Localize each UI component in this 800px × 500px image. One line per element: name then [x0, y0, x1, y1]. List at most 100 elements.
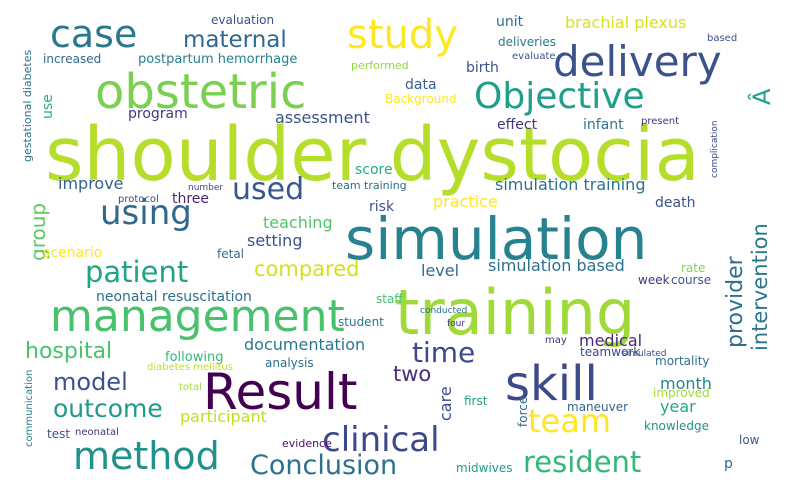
- word-maternal: maternal: [183, 27, 287, 53]
- word-delivery: delivery: [553, 37, 722, 86]
- word-shoulder-dystocia: shoulder dystocia: [45, 112, 700, 198]
- word-conclusion: Conclusion: [250, 450, 398, 481]
- word-using: using: [100, 193, 192, 233]
- word-maneuver: maneuver: [567, 400, 629, 414]
- word-resident: resident: [523, 445, 642, 479]
- word-may: may: [545, 335, 567, 346]
- word-three: three: [172, 191, 210, 207]
- word-four: four: [447, 319, 466, 329]
- word-case: case: [50, 12, 138, 56]
- word-test: test: [47, 427, 71, 441]
- word-unit: unit: [496, 14, 524, 30]
- word-management: management: [50, 291, 345, 342]
- word-based: based: [707, 33, 738, 44]
- word-neonatal-resuscitation: neonatal resuscitation: [96, 289, 252, 305]
- word-knowledge: knowledge: [644, 419, 710, 433]
- word-used: used: [232, 172, 305, 207]
- word-complication: complication: [710, 120, 720, 178]
- word-result: Result: [203, 363, 358, 421]
- word-brachial-plexus: brachial plexus: [565, 13, 687, 32]
- word-score: score: [355, 162, 393, 178]
- word-low: low: [739, 433, 760, 447]
- word-scenario: scenario: [43, 245, 103, 261]
- word-clinical: clinical: [322, 420, 440, 460]
- word-increased: increased: [43, 52, 102, 66]
- word-model: model: [53, 368, 128, 396]
- word-care: care: [436, 386, 455, 421]
- word-analysis: analysis: [265, 356, 314, 370]
- word-training: training: [395, 276, 636, 349]
- word-simulation-training: simulation training: [495, 175, 646, 194]
- word-teaching: teaching: [263, 213, 333, 232]
- word-evaluation: evaluation: [211, 13, 275, 27]
- word-patient: patient: [85, 255, 189, 289]
- word-fetal: fetal: [217, 247, 244, 261]
- word-following: following: [165, 350, 224, 365]
- word-present: present: [641, 116, 680, 127]
- word-documentation: documentation: [244, 335, 366, 354]
- word-level: level: [421, 261, 460, 280]
- word-midwives: midwives: [456, 461, 513, 475]
- word-method: method: [73, 434, 220, 478]
- word-infant: infant: [583, 117, 624, 133]
- word-protocol: protocol: [118, 194, 159, 205]
- word-student: student: [338, 315, 384, 329]
- word-outcome: outcome: [53, 394, 163, 423]
- word-objective: Objective: [474, 76, 645, 117]
- word-intervention: intervention: [748, 223, 772, 351]
- word-birth: birth: [466, 60, 499, 76]
- word-provider: provider: [723, 256, 748, 348]
- word-setting: setting: [247, 231, 303, 250]
- word-p: p: [724, 456, 733, 472]
- word-diabetes-mellitus: diabetes mellitus: [147, 362, 233, 373]
- word-hospital: hospital: [25, 339, 113, 364]
- word-obstetric: obstetric: [95, 64, 307, 120]
- word-neonatal: neonatal: [75, 427, 119, 438]
- word-study: study: [347, 12, 458, 58]
- word-simulation: simulation: [345, 205, 648, 273]
- word-first: first: [464, 394, 488, 408]
- word-postpartum-hemorrhage: postpartum hemorrhage: [138, 52, 298, 67]
- word-force: force: [516, 397, 530, 428]
- word-risk: risk: [369, 199, 395, 215]
- word-conducted: conducted: [420, 306, 468, 316]
- word-participant: participant: [180, 407, 267, 426]
- word-performed: performed: [351, 59, 409, 72]
- word-week: week: [638, 273, 670, 287]
- word-medical: medical: [579, 331, 643, 350]
- word-course: course: [671, 273, 712, 287]
- word-simulation-based: simulation based: [488, 256, 625, 275]
- word-effect: effect: [497, 117, 538, 133]
- word-practice: practice: [433, 192, 498, 211]
- word-improve: improve: [58, 174, 124, 193]
- word-deliveries: deliveries: [498, 35, 557, 49]
- word-use: use: [40, 94, 56, 119]
- word-total: total: [179, 382, 202, 393]
- word-month: month: [660, 374, 712, 393]
- word-rate: rate: [681, 261, 706, 275]
- word-mortality: mortality: [655, 354, 710, 368]
- word-communication: communication: [24, 370, 35, 448]
- word-simulated: simulated: [622, 349, 667, 359]
- word-improved: improved: [653, 386, 710, 400]
- word-evaluate: evaluate: [512, 51, 556, 62]
- word-compared: compared: [254, 257, 360, 281]
- word-death: death: [655, 195, 696, 211]
- word-number: number: [188, 183, 224, 193]
- word-a-circumflex: Â: [748, 89, 776, 106]
- word-program: program: [128, 106, 188, 122]
- word-evidence: evidence: [282, 437, 332, 450]
- word-assessment: assessment: [275, 108, 370, 127]
- word-time: time: [412, 336, 476, 369]
- word-team: team: [528, 402, 612, 440]
- word-year: year: [660, 397, 696, 416]
- word-data: data: [405, 77, 437, 93]
- word-team-training: team training: [332, 179, 407, 192]
- word-background: Background: [385, 92, 457, 106]
- word-skill: skill: [505, 356, 598, 412]
- word-staff: staff: [376, 292, 403, 306]
- word-gestational-diabetes: gestational diabetes: [21, 50, 34, 163]
- word-two: two: [393, 362, 432, 386]
- word-teamwork: teamwork: [580, 345, 641, 359]
